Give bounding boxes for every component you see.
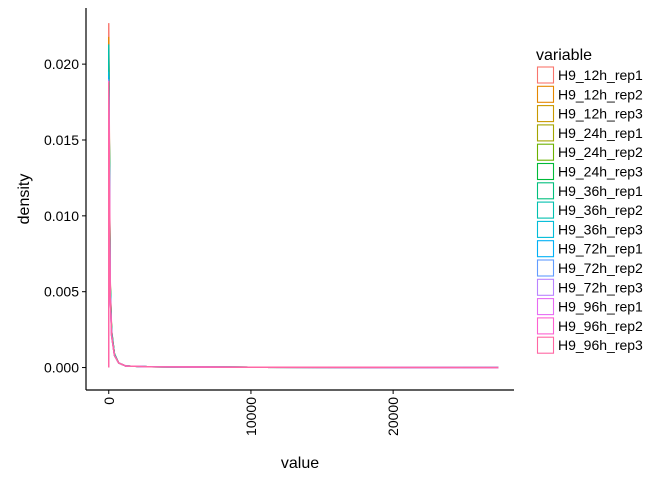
series-line <box>108 76 499 369</box>
legend-label: H9_24h_rep3 <box>558 164 643 180</box>
legend-label: H9_96h_rep1 <box>558 299 643 315</box>
legend-label: H9_24h_rep2 <box>558 144 643 160</box>
legend-key <box>536 336 555 354</box>
series-line <box>108 53 499 369</box>
series-line <box>108 56 499 369</box>
legend-key <box>536 162 555 181</box>
y-tick-label: 0.000 <box>44 360 79 376</box>
plot-area <box>108 23 499 369</box>
legend-label: H9_72h_rep1 <box>558 241 643 257</box>
legend-label: H9_96h_rep2 <box>558 318 643 334</box>
y-tick-label: 0.010 <box>44 208 79 224</box>
legend: H9_12h_rep1 H9_12h_rep2 H9_12h_rep3 H9_24h_… <box>536 66 643 354</box>
series-line <box>108 45 499 369</box>
series-line <box>108 82 499 369</box>
legend-label: H9_96h_rep3 <box>558 337 643 353</box>
series-line <box>108 48 499 369</box>
legend-label: H9_24h_rep1 <box>558 125 643 141</box>
legend-key <box>536 66 555 84</box>
x-axis-ticks: 0 10000 20000 <box>101 390 401 436</box>
legend-label: H9_72h_rep3 <box>558 279 643 295</box>
legend-label: H9_36h_rep2 <box>558 202 643 218</box>
legend-key <box>536 182 555 200</box>
series-line <box>108 80 499 369</box>
y-tick-label: 0.015 <box>44 132 79 148</box>
series-line <box>108 71 499 369</box>
series-line <box>108 36 499 369</box>
y-axis-title: density <box>16 174 33 225</box>
legend-label: H9_72h_rep2 <box>558 260 643 276</box>
legend-title: variable <box>536 47 592 64</box>
legend-key <box>536 201 555 219</box>
series-line <box>108 44 499 369</box>
legend-label: H9_12h_rep3 <box>558 106 643 122</box>
series-line <box>108 23 499 369</box>
x-tick-label: 0 <box>101 397 117 405</box>
legend-key <box>536 240 555 258</box>
legend-label: H9_36h_rep3 <box>558 221 643 237</box>
legend-key <box>536 220 555 238</box>
legend-key <box>536 124 555 142</box>
y-tick-label: 0.005 <box>44 284 79 300</box>
x-tick-label: 20000 <box>385 397 401 436</box>
legend-key <box>536 298 555 316</box>
x-axis-title: value <box>281 455 319 472</box>
legend-key <box>536 85 555 103</box>
series-line <box>108 82 499 369</box>
x-tick-label: 10000 <box>243 397 259 436</box>
legend-label: H9_36h_rep1 <box>558 183 643 199</box>
series-line <box>108 79 499 369</box>
legend-key <box>536 143 555 161</box>
y-axis-ticks: 0.000 0.005 0.010 0.015 0.020 <box>44 56 86 376</box>
series-line <box>108 51 499 369</box>
legend-label: H9_12h_rep1 <box>558 67 643 83</box>
y-tick-label: 0.020 <box>44 56 79 72</box>
legend-label: H9_12h_rep2 <box>558 86 643 102</box>
legend-key <box>536 259 555 277</box>
series-line <box>108 80 499 369</box>
legend-key <box>536 278 555 296</box>
legend-key <box>536 105 555 123</box>
legend-key <box>536 317 555 335</box>
